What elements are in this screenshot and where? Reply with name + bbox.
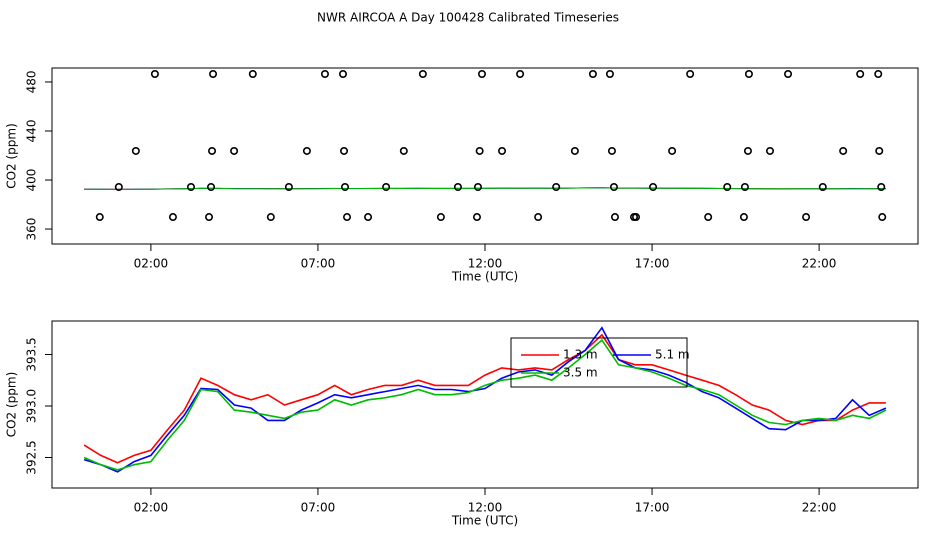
legend-box [510, 337, 688, 388]
x-tick-label: 07:00 [301, 501, 336, 515]
y-tick-label: 400 [25, 169, 39, 192]
point [186, 183, 195, 192]
point [740, 183, 749, 192]
point [784, 70, 793, 79]
point [209, 70, 218, 79]
y-tick-label: 393.5 [25, 337, 39, 371]
x-tick-label: 12:00 [468, 501, 503, 515]
point [453, 183, 462, 192]
point [605, 70, 614, 79]
point [534, 213, 543, 222]
legend-label: 5.1 m [655, 348, 690, 362]
point [302, 146, 311, 155]
y-axis-label: CO2 (ppm) [5, 123, 19, 189]
x-axis-label: Time (UTC) [451, 514, 518, 528]
point [168, 213, 177, 222]
point [839, 146, 848, 155]
series-line [83, 333, 886, 464]
point [284, 183, 293, 192]
point [207, 183, 216, 192]
point [607, 146, 616, 155]
series-line [83, 326, 887, 473]
point [668, 146, 677, 155]
point [588, 70, 597, 79]
point [266, 213, 275, 222]
point [570, 146, 579, 155]
point [704, 213, 713, 222]
point [205, 213, 214, 222]
point [818, 183, 827, 192]
y-tick-label: 392.5 [25, 440, 39, 474]
point [874, 70, 883, 79]
point [875, 146, 884, 155]
plot-frame [51, 67, 919, 245]
point [320, 70, 329, 79]
point [131, 146, 140, 155]
point [802, 213, 811, 222]
point [95, 213, 104, 222]
x-tick-label: 02:00 [134, 501, 169, 515]
point [739, 213, 748, 222]
point [150, 70, 159, 79]
point [744, 70, 753, 79]
point [649, 183, 658, 192]
y-tick-label: 393.0 [25, 389, 39, 423]
point [436, 213, 445, 222]
point [610, 213, 619, 222]
point [477, 70, 486, 79]
point [382, 183, 391, 192]
y-tick-label: 360 [25, 218, 39, 241]
point [343, 213, 352, 222]
point [341, 183, 350, 192]
point [856, 70, 865, 79]
x-tick-label: 17:00 [635, 257, 670, 271]
x-tick-label: 02:00 [134, 257, 169, 271]
point [339, 70, 348, 79]
point [516, 70, 525, 79]
point [473, 183, 482, 192]
point [475, 146, 484, 155]
x-tick-label: 12:00 [468, 257, 503, 271]
point [498, 146, 507, 155]
x-axis-label: Time (UTC) [451, 270, 518, 284]
x-tick-label: 17:00 [635, 501, 670, 515]
point [609, 183, 618, 192]
y-tick-label: 480 [25, 71, 39, 94]
x-tick-label: 22:00 [802, 257, 837, 271]
x-tick-label: 22:00 [802, 501, 837, 515]
chart-title: NWR AIRCOA A Day 100428 Calibrated Times… [317, 11, 619, 25]
point [248, 70, 257, 79]
point [399, 146, 408, 155]
point [418, 70, 427, 79]
point [208, 146, 217, 155]
point [686, 70, 695, 79]
y-axis-label: CO2 (ppm) [5, 372, 19, 438]
series-line [83, 338, 887, 471]
legend-label: 1.3 m [563, 348, 598, 362]
point [765, 146, 774, 155]
y-tick-label: 440 [25, 120, 39, 143]
point [878, 213, 887, 222]
point [743, 146, 752, 155]
point [632, 213, 641, 222]
point [723, 183, 732, 192]
point [552, 183, 561, 192]
point [877, 183, 886, 192]
point [364, 213, 373, 222]
point [114, 183, 123, 192]
legend-label: 3.5 m [563, 366, 598, 380]
point [230, 146, 239, 155]
plot-frame [51, 320, 919, 489]
point [472, 213, 481, 222]
series-line [84, 187, 886, 190]
point [340, 146, 349, 155]
x-tick-label: 07:00 [301, 257, 336, 271]
